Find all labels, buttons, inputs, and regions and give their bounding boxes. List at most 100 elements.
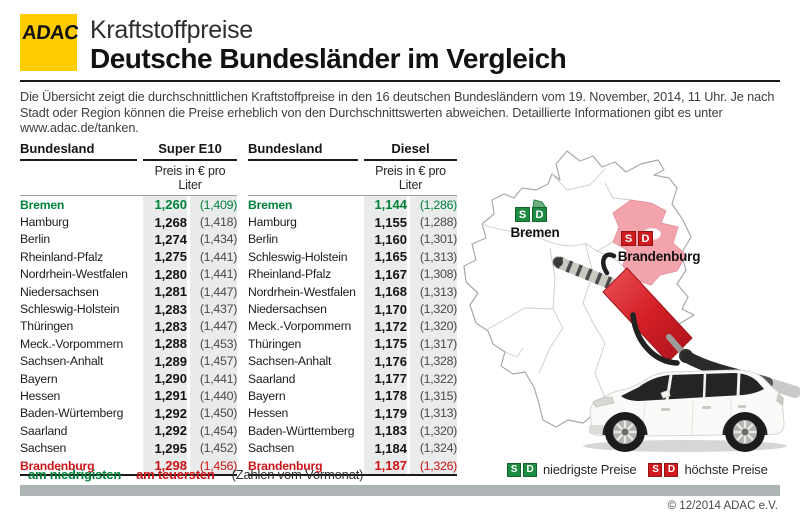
diesel-badge-icon: D [664,462,679,477]
table-row: Bremen 1,260 (1,409) [20,196,237,214]
previous-month-price: (1,320) [410,317,457,336]
current-price: 1,175 [364,335,407,353]
table-row: Bayern 1,290 (1,441) [20,369,237,388]
previous-month-price: (1,326) [410,456,457,475]
current-price: 1,295 [143,439,187,457]
current-price: 1,160 [364,230,407,249]
state-name: Sachsen-Anhalt [248,354,332,369]
state-name: Saarland [20,423,68,438]
state-name: Hamburg [248,215,297,230]
previous-month-price: (1,441) [190,369,237,388]
table-row: Schleswig-Holstein 1,283 (1,437) [20,300,237,318]
state-name: Meck.-Vorpommern [20,336,124,351]
state-name: Nordrhein-Westfalen [20,267,128,282]
table-row: Sachsen 1,184 (1,324) [248,439,457,457]
current-price: 1,177 [364,369,407,388]
current-price: 1,298 [143,456,187,475]
table-row: Sachsen-Anhalt 1,289 (1,457) [20,352,237,370]
current-price: 1,179 [364,404,407,423]
current-price: 1,260 [143,196,187,214]
current-price: 1,292 [143,422,187,440]
current-price: 1,170 [364,300,407,318]
previous-month-price: (1,447) [190,317,237,336]
previous-month-price: (1,317) [410,335,457,353]
table-row: Meck.-Vorpommern 1,288 (1,453) [20,335,237,353]
table-row: Sachsen 1,295 (1,452) [20,439,237,457]
state-name: Berlin [20,232,50,247]
current-price: 1,268 [143,213,187,231]
state-name: Brandenburg [248,458,323,473]
super-badge-icon: S [648,462,663,477]
current-price: 1,168 [364,282,407,301]
previous-month-price: (1,286) [410,196,457,214]
table-row: Sachsen-Anhalt 1,176 (1,328) [248,352,457,370]
state-name: Thüringen [248,336,302,351]
previous-month-price: (1,440) [190,387,237,405]
state-name: Sachsen-Anhalt [20,354,104,369]
germany-map-graphic [463,150,800,452]
current-price: 1,281 [143,282,187,301]
state-name: Brandenburg [20,458,95,473]
current-price: 1,290 [143,369,187,388]
previous-month-price: (1,434) [190,230,237,249]
previous-month-price: (1,454) [190,422,237,440]
state-name: Baden-Württemberg [248,423,355,438]
legend-note: (Zahlen vom Vormonat) [231,467,364,482]
previous-month-price: (1,453) [190,335,237,353]
current-price: 1,165 [364,248,407,266]
state-name: Sachsen [248,441,295,456]
state-name: Hessen [248,406,289,421]
unit-header: Preis in € pro Liter [143,161,238,196]
current-price: 1,283 [143,300,187,318]
table-row: Baden-Württemberg 1,183 (1,320) [248,422,457,440]
map-legend-lowest: niedrigste Preise [543,462,637,477]
state-name: Berlin [248,232,278,247]
previous-month-price: (1,320) [410,422,457,440]
current-price: 1,283 [143,317,187,336]
table-row: Thüringen 1,283 (1,447) [20,317,237,336]
super-badge-icon: S [621,231,636,246]
previous-month-price: (1,322) [410,369,457,388]
current-price: 1,144 [364,196,407,214]
table-row: Niedersachsen 1,281 (1,447) [20,282,237,301]
table-row: Bremen 1,144 (1,286) [248,196,457,214]
car-graphic [583,369,787,452]
fuel-column-header: Diesel [364,141,458,161]
copyright-text: © 12/2014 ADAC e.V. [667,500,778,512]
current-price: 1,178 [364,387,407,405]
table-row: Hamburg 1,268 (1,418) [20,213,237,231]
table-row: Hamburg 1,155 (1,288) [248,213,457,231]
intro-paragraph: Die Übersicht zeigt die durchschnittlich… [20,90,775,136]
previous-month-price: (1,313) [410,282,457,301]
previous-month-price: (1,301) [410,230,457,249]
state-name: Nordrhein-Westfalen [248,284,356,299]
table-row: Saarland 1,292 (1,454) [20,422,237,440]
state-name: Schleswig-Holstein [248,249,348,264]
previous-month-price: (1,452) [190,439,237,457]
table-row: Hessen 1,179 (1,313) [248,404,457,423]
unit-header: Preis in € pro Liter [364,161,458,196]
current-price: 1,291 [143,387,187,405]
table-header-row: Bundesland Super E10 [20,141,238,161]
page-title: Deutsche Bundesländer im Vergleich [90,43,567,74]
table-legend: am niedrigisten am teuersten (Zahlen vom V… [28,467,363,482]
previous-month-price: (1,409) [190,196,237,214]
bottom-bar [20,485,780,496]
diesel-badge-icon: D [523,462,537,477]
previous-month-price: (1,308) [410,265,457,283]
previous-month-price: (1,313) [410,404,457,423]
table-row: Baden-Würtemberg 1,292 (1,450) [20,404,237,423]
diesel-table: Bundesland Diesel Preis in € pro Liter B… [248,141,458,477]
brandenburg-badges: S D [621,231,655,246]
previous-month-price: (1,418) [190,213,237,231]
bremen-badges: S D [515,207,549,222]
previous-month-price: (1,457) [190,352,237,370]
adac-logo-text: ADAC [20,22,79,44]
table-header-row: Bundesland Diesel [248,141,458,161]
table-row: Berlin 1,274 (1,434) [20,230,237,249]
super-e10-table: Bundesland Super E10 Preis in € pro Lite… [20,141,238,477]
state-name: Rheinland-Pfalz [20,249,104,264]
super-badge-icon: S [507,462,521,477]
current-price: 1,275 [143,248,187,266]
super-badge-icon: S [515,207,530,222]
